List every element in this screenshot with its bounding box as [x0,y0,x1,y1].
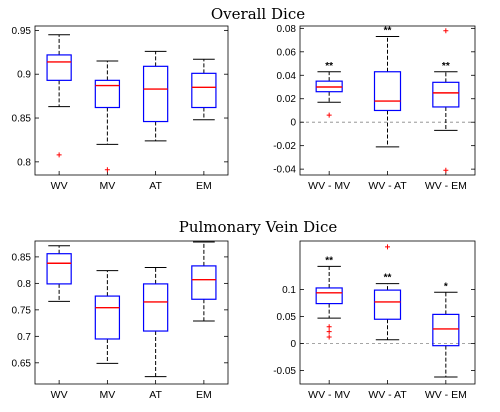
y-tick-label: -0.02 [273,141,296,152]
box-mv [94,60,121,173]
significance-marker: ** [384,26,392,37]
outlier-marker [326,112,332,118]
box-wv [46,34,72,158]
box-wv-mv: ** [315,255,343,340]
significance-marker: ** [442,61,450,72]
y-tick-label: 0.8 [17,279,31,290]
y-tick-label: 0.04 [277,71,297,82]
chart-3: 0.85 0.8 0.75 0.7 0.65 WV MV AT EM [12,240,229,401]
y-tick-label: 0.85 [12,252,32,263]
x-category-label: WV - AT [368,180,407,192]
x-category-label: WV - EM [425,389,467,401]
outlier-marker [56,152,62,158]
plot-frame [34,25,229,176]
box-wv-mv: ** [315,61,343,118]
y-tick-label: 0.02 [277,94,297,105]
box-wv-at: ** [373,26,402,148]
y-tick-label: 0 [290,339,296,350]
y-tick-label: 0.95 [12,26,32,37]
box-wv-em: ** [432,28,460,173]
y-tick-label: 0.1 [282,285,296,296]
y-tick-label: 0.65 [12,358,32,369]
box-wv-em: * [432,281,460,378]
box-wv [46,245,72,302]
box-mv [94,270,121,364]
chart-2: 0.08 0.06 0.04 0.02 0 -0.02 -0.04 WV - MV WV - A… [273,24,476,192]
significance-marker: ** [325,61,333,72]
box-em [191,241,217,322]
x-category-label: WV - MV [308,180,350,192]
significance-marker: ** [325,255,333,266]
plot-frame [34,240,229,385]
interquartile-box [46,54,72,81]
interquartile-box [432,313,460,347]
y-tick-label: 0.05 [277,312,297,323]
y-tick-label: 0.75 [12,305,32,316]
y-tick-label: 0.08 [277,24,297,35]
significance-marker: ** [384,273,392,284]
y-tick-label: 0.06 [277,47,297,58]
box-em [191,58,217,121]
outlier-marker [326,324,332,330]
x-category-label: MV [100,389,116,401]
y-tick-label: -0.04 [273,165,296,176]
x-category-label: EM [196,389,212,401]
y-tick-label: 0.7 [17,332,31,343]
outlier-marker [104,167,110,173]
outlier-marker [326,334,332,340]
interquartile-box [373,289,402,320]
pulmonary-vein-dice-title: Pulmonary Vein Dice [179,218,338,236]
y-tick-label: 0.85 [12,114,32,125]
interquartile-box [315,287,343,305]
interquartile-box [94,79,121,109]
box-wv-at: ** [373,244,402,341]
y-tick-label: 0.8 [17,157,31,168]
interquartile-box [373,71,402,112]
x-category-label: MV [100,180,116,192]
x-category-label: WV [51,180,68,192]
interquartile-box [142,65,169,123]
outlier-marker [443,167,449,173]
x-category-label: WV - EM [425,180,467,192]
x-category-label: WV [51,389,68,401]
charts: 0.95 0.9 0.85 0.8 WV MV AT EM 0.08 0.06 0.04 0.02 0 -… [12,24,476,401]
y-tick-label: 0 [290,118,296,129]
y-tick-label: 0.9 [17,70,31,81]
interquartile-box [94,295,121,340]
box-at [142,266,169,378]
overall-dice-title: Overall Dice [211,5,305,23]
x-category-label: WV - MV [308,389,350,401]
x-category-label: AT [149,180,162,192]
x-category-label: AT [149,389,162,401]
interquartile-box [191,265,217,300]
chart-1: 0.95 0.9 0.85 0.8 WV MV AT EM [12,25,229,192]
interquartile-box [142,283,169,332]
x-category-label: EM [196,180,212,192]
interquartile-box [432,81,460,108]
outlier-marker [385,244,390,250]
outlier-marker [326,329,332,335]
box-at [142,50,169,142]
interquartile-box [46,253,72,285]
outlier-marker [443,28,449,34]
significance-marker: * [444,281,448,292]
y-tick-label: -0.05 [273,366,296,377]
interquartile-box [191,72,217,109]
x-category-label: WV - AT [368,389,407,401]
